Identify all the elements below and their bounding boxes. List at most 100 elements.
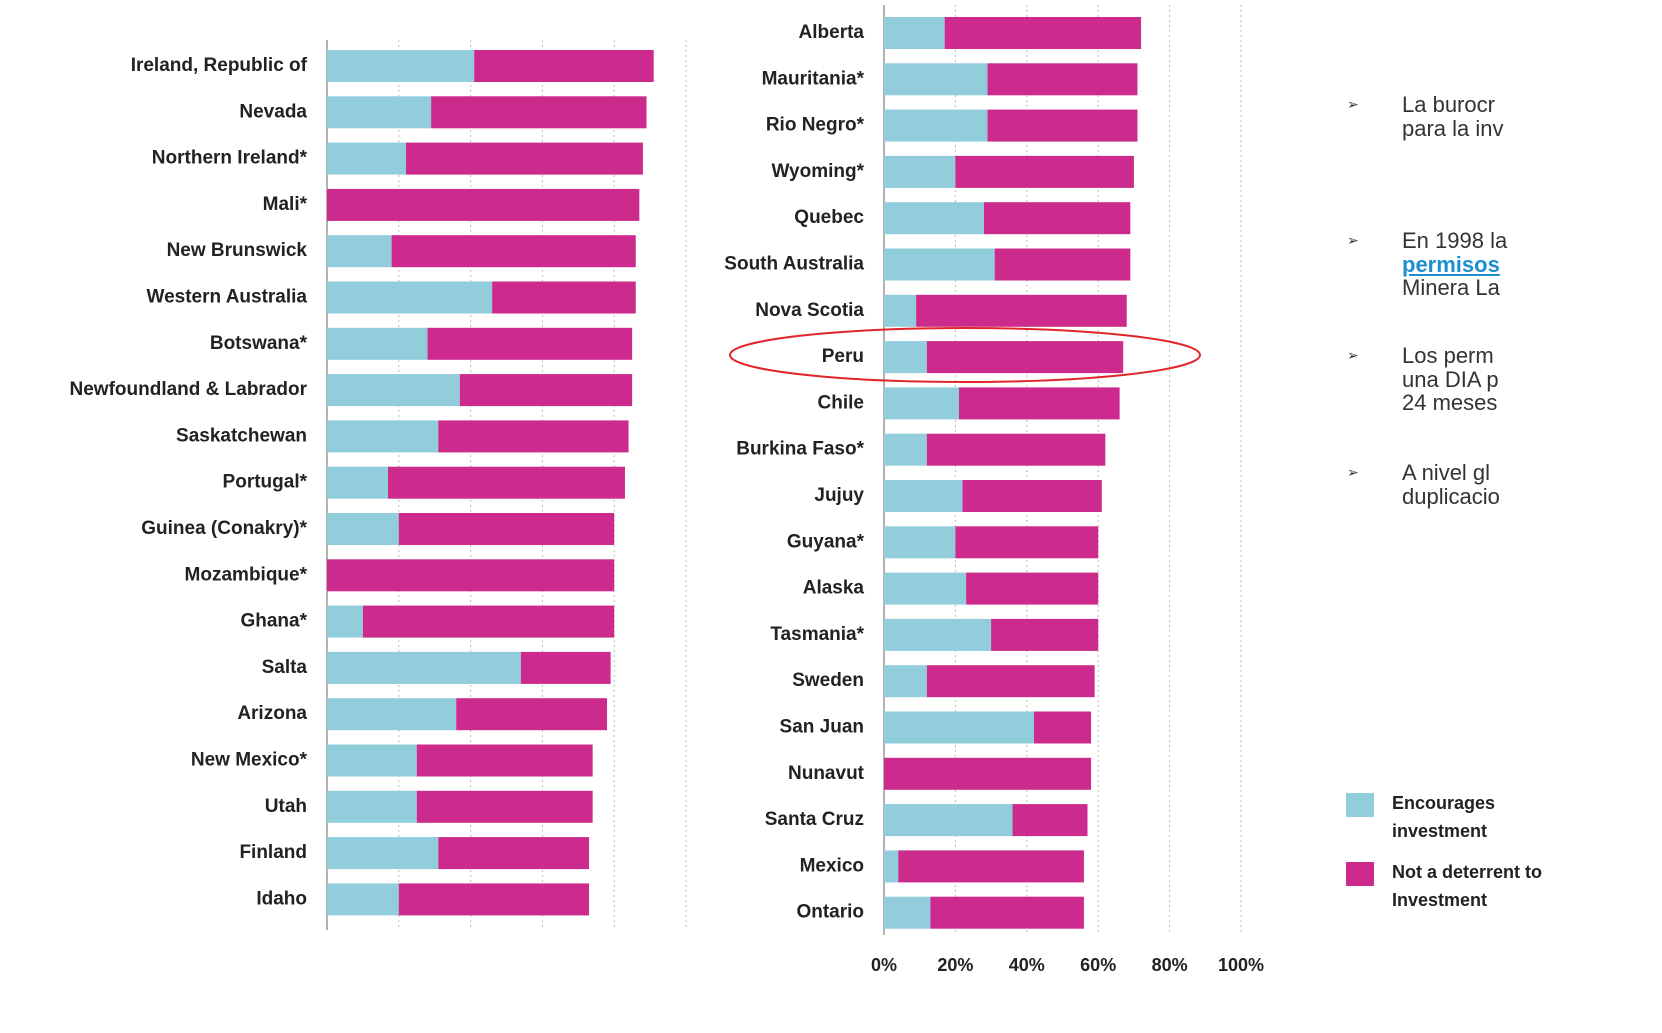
bar-segment xyxy=(327,96,432,129)
bar-segment xyxy=(884,387,959,420)
plot: Ireland, Republic of Nevada Northern Irela… xyxy=(70,5,1264,975)
y-tick-label: Guinea (Conakry)* xyxy=(141,518,307,539)
bullet-icon: ➢ xyxy=(1347,96,1359,112)
y-tick-label: Northern Ireland* xyxy=(152,148,308,169)
bar-segment xyxy=(884,618,992,651)
y-tick-label: Nevada xyxy=(239,101,307,122)
bar-segment xyxy=(955,155,1134,188)
bar-segment xyxy=(362,605,615,638)
bar-segment xyxy=(327,374,460,407)
bar-segment xyxy=(327,142,406,175)
bar-segment xyxy=(520,651,611,684)
bullet-text: duplicacio xyxy=(1402,483,1500,509)
y-tick-label: Western Australia xyxy=(147,287,308,308)
legend-label: Encourages investment xyxy=(1392,793,1496,841)
x-tick-label: 20% xyxy=(937,955,973,975)
bar-segment xyxy=(327,744,417,777)
y-tick-label: Finland xyxy=(239,842,307,863)
bar-segment xyxy=(327,837,439,870)
bar-segment xyxy=(884,711,1034,744)
bar-segment xyxy=(926,433,1106,466)
bar-segment xyxy=(327,698,457,731)
y-tick-label: Alberta xyxy=(799,22,865,43)
y-tick-label: Santa Cruz xyxy=(765,809,864,830)
bar-segment xyxy=(327,513,399,545)
bar-segment xyxy=(398,513,615,545)
bullet-text: para la inv xyxy=(1402,115,1504,141)
y-tick-label: Mali* xyxy=(263,194,308,215)
bar-segment xyxy=(884,155,956,188)
bullet: ➢ A nivel gl duplicacio xyxy=(1347,461,1500,508)
bar-segment xyxy=(884,433,927,466)
y-tick-label: Tasmania* xyxy=(770,624,864,645)
legend-swatch xyxy=(1346,862,1374,886)
bar-segment xyxy=(327,790,417,823)
bar-segment xyxy=(884,248,995,281)
bar-segment xyxy=(327,466,389,499)
y-tick-label: South Australia xyxy=(724,254,864,275)
y-tick-label: Sweden xyxy=(792,670,864,691)
bar-segment xyxy=(930,896,1084,929)
bar-segment xyxy=(884,757,1092,790)
bar-segment xyxy=(987,109,1138,142)
bar-segment xyxy=(944,17,1142,49)
y-tick-label: Newfoundland & Labrador xyxy=(70,379,308,400)
bar-segment xyxy=(427,327,633,360)
bar-segment xyxy=(327,50,475,82)
y-tick-label: New Mexico* xyxy=(191,750,308,771)
y-tick-label: Botswana* xyxy=(210,333,308,354)
bar-segment xyxy=(327,559,615,592)
y-tick-label: Peru xyxy=(822,346,864,367)
bar-segment xyxy=(884,63,988,96)
y-tick-label: Mozambique* xyxy=(185,564,308,585)
bar-segment xyxy=(962,480,1102,512)
bar-segment xyxy=(438,837,590,870)
bullet-icon: ➢ xyxy=(1347,347,1359,363)
bullet-text: 24 meses xyxy=(1402,390,1498,415)
bar-segment xyxy=(987,63,1138,96)
bar-segment xyxy=(991,618,1099,651)
bar-segment xyxy=(1033,711,1092,744)
bar-segment xyxy=(884,572,967,605)
bar-segment xyxy=(492,281,636,314)
y-tick-label: New Brunswick xyxy=(167,240,308,261)
bar-segment xyxy=(327,281,493,314)
bar-segment xyxy=(884,850,899,883)
y-tick-label: Arizona xyxy=(237,703,307,724)
bullet: ➢ La burocr para la inv xyxy=(1347,93,1504,140)
bar-segment xyxy=(884,665,927,698)
bar-segment xyxy=(884,341,927,374)
bar-segment xyxy=(955,526,1099,559)
bar-segment xyxy=(994,248,1131,281)
y-tick-label: Nova Scotia xyxy=(755,300,864,321)
bullet-text: una DIA p xyxy=(1402,366,1499,392)
y-tick-label: Ontario xyxy=(796,902,864,923)
bar-segment xyxy=(391,235,636,268)
bullet-text: permisos xyxy=(1402,251,1500,277)
bullet-text: A nivel gl xyxy=(1402,460,1491,485)
y-tick-label: Wyoming* xyxy=(771,161,864,182)
bar-segment xyxy=(916,294,1127,327)
bar-segment xyxy=(884,294,917,327)
x-tick-label: 0% xyxy=(871,955,897,975)
bullet: ➢ En 1998 la permisos Minera La xyxy=(1347,229,1507,300)
y-tick-label: Ghana* xyxy=(240,611,307,632)
y-tick-label: Saskatchewan xyxy=(176,425,307,446)
bar-segment xyxy=(958,387,1120,420)
y-tick-label: Rio Negro* xyxy=(766,115,865,136)
y-tick-label: Quebec xyxy=(794,207,864,228)
bar-segment xyxy=(884,896,931,929)
bar-segment xyxy=(983,202,1131,235)
bar-segment xyxy=(884,109,988,142)
bar-segment xyxy=(884,804,1013,837)
bar-segment xyxy=(884,202,984,235)
bar-segment xyxy=(459,374,633,407)
bullet-text: Los perm xyxy=(1402,343,1494,368)
bar-segment xyxy=(474,50,654,82)
bar-segment xyxy=(431,96,647,129)
x-tick-label: 100% xyxy=(1218,955,1264,975)
legend-swatch xyxy=(1346,793,1374,817)
bar-segment xyxy=(398,883,590,916)
